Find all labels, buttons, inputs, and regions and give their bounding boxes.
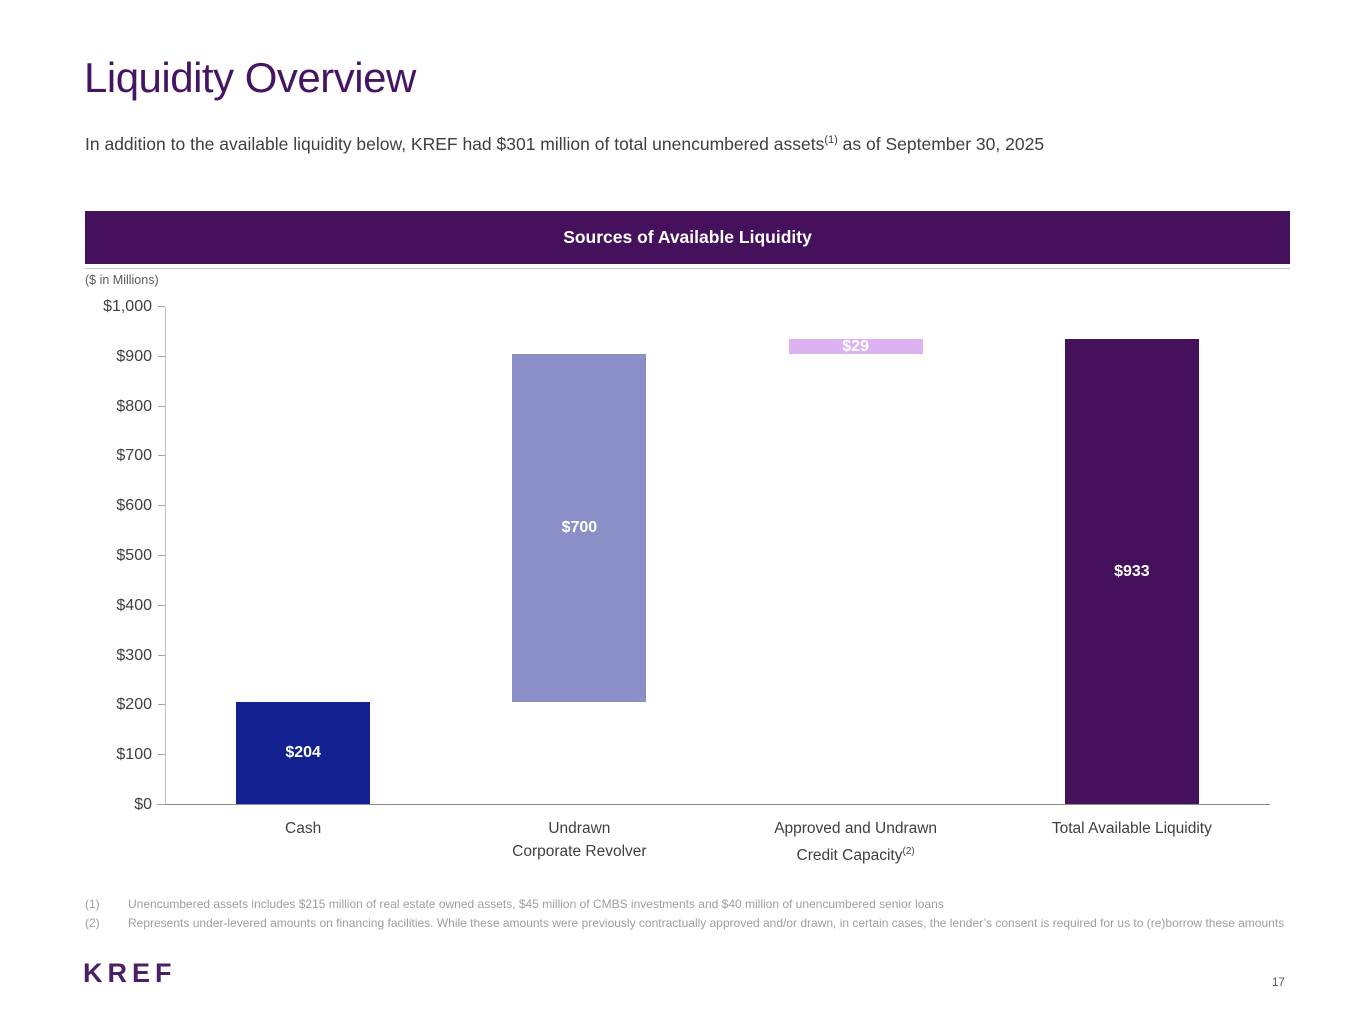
y-tick-label: $900 xyxy=(116,347,152,365)
footnote-marker: (1) xyxy=(85,897,100,911)
y-tick-label: $700 xyxy=(116,447,152,465)
y-tick-label: $300 xyxy=(116,646,152,664)
category-label-total-available-liquidity: Total Available Liquidity xyxy=(994,817,1270,840)
y-tick-mark xyxy=(158,505,165,507)
category-label-undrawn-corporate-revolver: Undrawn Corporate Revolver xyxy=(441,817,717,863)
liquidity-waterfall-chart: $0 $100 $200 $300 $400 $500 $600 $700 $800 $900 $1… xyxy=(103,298,1270,864)
category-label-approved-undrawn-credit-capacity: Approved and Undrawn Credit Capacity(2) xyxy=(718,817,994,867)
total-available-liquidity-bar: $933 xyxy=(1064,339,1199,804)
y-tick-mark xyxy=(158,306,165,307)
undrawn-corporate-revolver-bar: $700 xyxy=(512,353,647,703)
subtitle-text: In addition to the available liquidity b… xyxy=(85,134,825,154)
category-footnote-ref: (2) xyxy=(902,846,915,857)
footnote-marker: (2) xyxy=(85,915,100,930)
y-tick-mark xyxy=(158,754,165,756)
y-tick-mark xyxy=(158,604,165,606)
y-tick-label: $600 xyxy=(116,497,152,515)
y-tick-mark xyxy=(158,804,165,805)
page-title: Liquidity Overview xyxy=(84,54,416,101)
kref-logo: KREF xyxy=(83,958,177,988)
y-axis-line xyxy=(165,307,166,805)
category-label-line: Total Available Liquidity xyxy=(1051,820,1212,837)
footnote-text: Represents under-levered amounts on fina… xyxy=(128,915,1285,930)
y-tick-mark xyxy=(158,405,165,407)
y-tick-mark xyxy=(158,455,165,457)
bar-value-label: $29 xyxy=(842,337,869,355)
y-tick-label: $0 xyxy=(134,796,152,813)
y-tick-label: $400 xyxy=(116,596,152,614)
category-label-line: Undrawn xyxy=(548,820,611,837)
category-label-cash: Cash xyxy=(165,817,441,840)
chart-header-title: Sources of Available Liquidity xyxy=(563,227,812,247)
category-label-line: Cash xyxy=(285,820,322,837)
approved-undrawn-credit-capacity-bar: $29 xyxy=(788,337,923,355)
footnote-1: (1) Unencumbered assets includes $215 mi… xyxy=(85,895,1285,914)
y-tick-mark xyxy=(158,704,165,706)
subtitle: In addition to the available liquidity b… xyxy=(85,134,1044,155)
y-tick-label: $100 xyxy=(116,746,152,764)
axis-units-label: ($ in Millions) xyxy=(85,273,159,287)
y-tick-label: $800 xyxy=(116,397,152,415)
x-axis-line xyxy=(157,804,1270,805)
y-tick-mark xyxy=(158,555,165,556)
bar-value-label: $933 xyxy=(1114,562,1150,580)
bar-value-label: $204 xyxy=(285,744,321,762)
y-tick-label: $500 xyxy=(116,547,152,564)
category-label-line: Credit Capacity(2) xyxy=(796,846,915,865)
bar-value-label: $700 xyxy=(561,519,598,537)
category-label-line: Corporate Revolver xyxy=(512,843,647,860)
subtitle-footnote-ref: (1) xyxy=(824,134,838,147)
chart-header-underline xyxy=(85,268,1290,269)
footnotes: (1) Unencumbered assets includes $215 mi… xyxy=(85,895,1285,932)
footnote-2: (2) Represents under-levered amounts on … xyxy=(85,914,1285,933)
category-label-line: Approved and Undrawn xyxy=(774,820,938,837)
page-number: 17 xyxy=(1272,977,1285,989)
chart-header-band: Sources of Available Liquidity xyxy=(85,211,1290,264)
cash-bar: $204 xyxy=(236,702,371,804)
footnote-text: Unencumbered assets includes $215 millio… xyxy=(128,897,944,911)
y-tick-mark xyxy=(158,654,165,656)
subtitle-text-after: as of September 30, 2025 xyxy=(837,134,1045,154)
y-tick-mark xyxy=(158,355,165,357)
y-tick-label: $1,000 xyxy=(103,298,152,315)
y-tick-label: $200 xyxy=(116,696,152,714)
